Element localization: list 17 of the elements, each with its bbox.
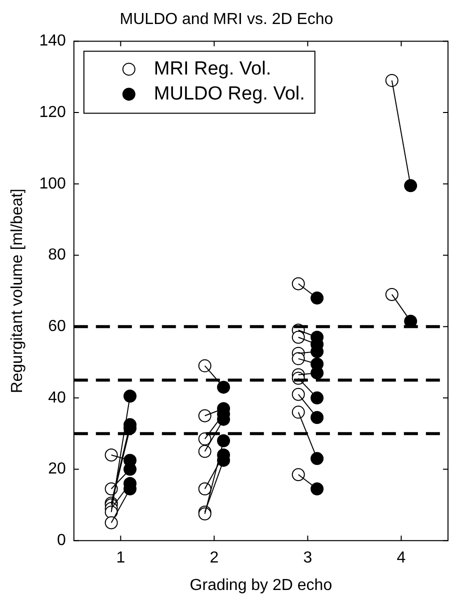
legend-label: MULDO Reg. Vol.	[154, 83, 305, 104]
chart-title: MULDO and MRI vs. 2D Echo	[120, 11, 334, 28]
y-tick-label: 80	[48, 246, 66, 264]
y-tick-label: 20	[48, 460, 66, 478]
y-tick-label: 140	[39, 32, 66, 50]
legend-label: MRI Reg. Vol.	[154, 58, 272, 80]
y-tick-label: 100	[39, 175, 66, 192]
x-tick-label: 2	[210, 550, 219, 567]
y-tick-label: 120	[39, 104, 66, 121]
x-tick-label: 4	[396, 550, 406, 567]
y-tick-label: 0	[56, 532, 66, 550]
x-axis-title: Grading by 2D echo	[190, 576, 332, 594]
x-tick-label: 1	[116, 550, 126, 567]
y-tick-label: 40	[48, 389, 66, 406]
x-tick-label: 3	[303, 550, 312, 567]
y-axis-title: Regurgitant volume [ml/beat]	[9, 188, 26, 394]
y-tick-label: 60	[48, 318, 66, 335]
